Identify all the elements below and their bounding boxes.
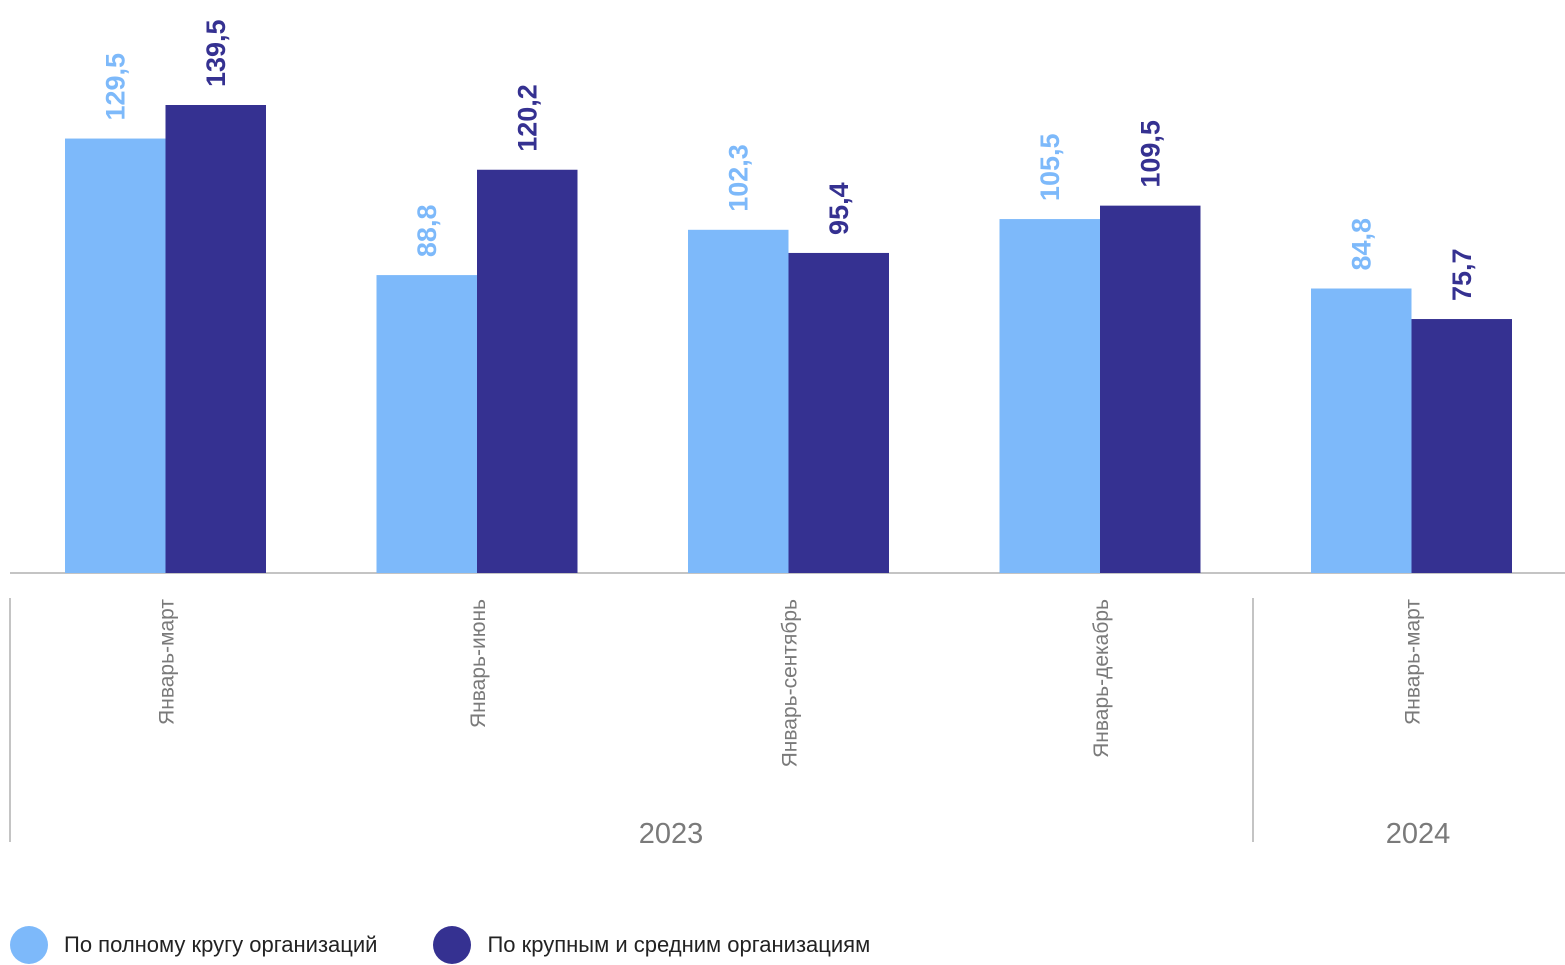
bar-chart-svg: 129,5 139,5 Январь-март 88,8 120,2 Январь-июн…	[9, 19, 1565, 850]
group-label: 2023	[639, 818, 704, 850]
bar-full-circle	[1311, 288, 1412, 573]
bar-value-label: 84,8	[1346, 218, 1376, 271]
group-label: 2024	[1386, 818, 1451, 850]
legend-swatch-full-circle-icon	[10, 926, 48, 964]
bar-large-medium	[165, 105, 266, 573]
bar-value-label: 102,3	[723, 144, 753, 212]
bar-value-label: 139,5	[201, 19, 231, 87]
bar-full-circle	[65, 138, 166, 573]
bar-value-label: 109,5	[1135, 120, 1165, 188]
bar-large-medium	[477, 169, 578, 573]
bar-full-circle	[999, 219, 1100, 573]
bar-value-label: 120,2	[512, 84, 542, 152]
category-label: Январь-декабрь	[1090, 599, 1113, 758]
legend-swatch-large-medium-icon	[433, 926, 472, 964]
category-label: Январь-июнь	[467, 599, 490, 728]
bar-value-label: 105,5	[1035, 133, 1065, 201]
bar-large-medium	[1100, 205, 1201, 574]
legend: По полному кругу организаций По крупным …	[10, 925, 870, 965]
category-label: Январь-март	[1402, 599, 1425, 725]
category-label: Январь-март	[156, 599, 179, 725]
bar-value-label: 95,4	[824, 182, 854, 235]
legend-label-large-medium: По крупным и средним организациям	[487, 932, 871, 957]
legend-label-full-circle: По полному кругу организаций	[64, 932, 378, 957]
bar-value-label: 129,5	[100, 53, 130, 121]
legend-item-large-medium: По крупным и средним организациям	[433, 926, 870, 964]
bar-value-label: 88,8	[412, 205, 442, 258]
legend-item-full-circle: По полному кругу организаций	[10, 926, 377, 964]
category-label: Январь-сентябрь	[779, 599, 802, 767]
bar-full-circle	[688, 229, 789, 574]
bar-full-circle	[376, 275, 477, 573]
bar-large-medium	[1411, 319, 1512, 573]
bar-value-label: 75,7	[1447, 248, 1477, 301]
bar-large-medium	[788, 252, 889, 574]
